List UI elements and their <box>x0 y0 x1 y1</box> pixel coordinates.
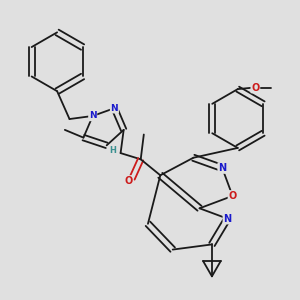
Text: N: N <box>89 111 97 120</box>
Text: N: N <box>111 104 118 113</box>
Text: O: O <box>228 191 237 201</box>
Text: O: O <box>251 82 260 93</box>
Text: O: O <box>124 176 133 186</box>
Text: N: N <box>223 214 232 224</box>
Text: H: H <box>110 146 116 155</box>
Text: N: N <box>218 163 226 173</box>
